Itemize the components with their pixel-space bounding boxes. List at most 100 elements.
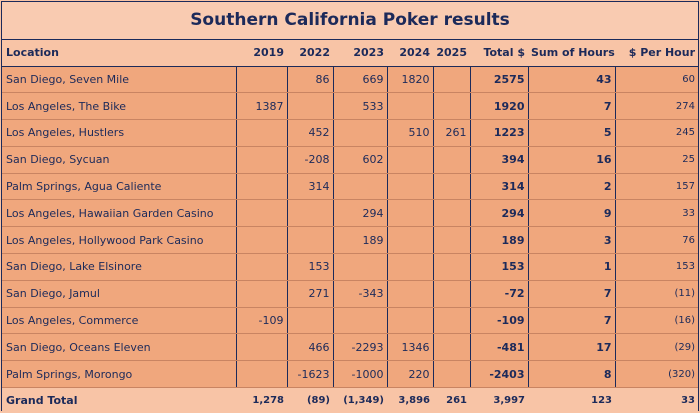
cell-2023[interactable]: -343 [333, 280, 388, 308]
cell-2022[interactable] [287, 226, 334, 255]
cell-location[interactable]: San Diego, Jamul [2, 280, 237, 308]
grand-total-2024[interactable]: 3,896 [387, 387, 433, 413]
cell-2025[interactable] [433, 307, 471, 335]
cell-2019[interactable]: 1387 [236, 92, 288, 121]
cell-location[interactable]: Los Angeles, The Bike [2, 92, 237, 121]
cell-per-hour[interactable]: (16) [615, 307, 698, 335]
cell-total[interactable]: 153 [470, 253, 529, 281]
cell-2025[interactable] [433, 280, 471, 308]
grand-total-2025[interactable]: 261 [433, 387, 470, 413]
cell-2022[interactable]: 153 [287, 253, 334, 281]
cell-2023[interactable]: -1000 [333, 360, 388, 389]
cell-total[interactable]: 314 [470, 173, 529, 201]
cell-2019[interactable] [236, 199, 288, 228]
cell-2024[interactable]: 1820 [387, 66, 434, 94]
cell-hours[interactable]: 8 [528, 360, 616, 389]
cell-2022[interactable] [287, 92, 334, 121]
cell-location[interactable]: Los Angeles, Hollywood Park Casino [2, 226, 237, 255]
cell-2024[interactable] [387, 307, 434, 335]
cell-2019[interactable] [236, 226, 288, 255]
cell-2022[interactable]: 271 [287, 280, 334, 308]
cell-location[interactable]: San Diego, Oceans Eleven [2, 333, 237, 362]
cell-total[interactable]: -109 [470, 307, 529, 335]
cell-2019[interactable] [236, 360, 288, 389]
cell-2022[interactable]: 466 [287, 333, 334, 362]
cell-total[interactable]: 394 [470, 146, 529, 174]
cell-2024[interactable]: 510 [387, 119, 434, 147]
cell-hours[interactable]: 43 [528, 66, 616, 94]
cell-hours[interactable]: 5 [528, 119, 616, 147]
cell-2019[interactable] [236, 173, 288, 201]
cell-2025[interactable] [433, 92, 471, 121]
cell-total[interactable]: 2575 [470, 66, 529, 94]
cell-2025[interactable] [433, 253, 471, 281]
header-2023[interactable]: 2023 [333, 40, 387, 67]
grand-total-hours[interactable]: 123 [528, 387, 615, 413]
cell-per-hour[interactable]: (11) [615, 280, 698, 308]
cell-2023[interactable]: 533 [333, 92, 388, 121]
grand-total-total[interactable]: 3,997 [470, 387, 528, 413]
grand-total-2023[interactable]: (1,349) [333, 387, 387, 413]
cell-2024[interactable] [387, 253, 434, 281]
cell-2023[interactable] [333, 119, 388, 147]
header-2022[interactable]: 2022 [287, 40, 333, 67]
cell-location[interactable]: Los Angeles, Commerce [2, 307, 237, 335]
cell-2024[interactable] [387, 226, 434, 255]
header-sum-of-hours[interactable]: Sum of Hours [528, 40, 615, 67]
cell-hours[interactable]: 9 [528, 199, 616, 228]
cell-per-hour[interactable]: 76 [615, 226, 698, 255]
cell-total[interactable]: 294 [470, 199, 529, 228]
cell-2025[interactable]: 261 [433, 119, 471, 147]
cell-per-hour[interactable]: 274 [615, 92, 698, 121]
cell-2019[interactable] [236, 119, 288, 147]
cell-2025[interactable] [433, 146, 471, 174]
header-2019[interactable]: 2019 [236, 40, 287, 67]
grand-total-per-hour[interactable]: 33 [615, 387, 698, 413]
cell-hours[interactable]: 1 [528, 253, 616, 281]
cell-2024[interactable] [387, 280, 434, 308]
cell-per-hour[interactable]: 33 [615, 199, 698, 228]
cell-hours[interactable]: 17 [528, 333, 616, 362]
cell-2022[interactable]: -208 [287, 146, 334, 174]
cell-total[interactable]: -72 [470, 280, 529, 308]
cell-2023[interactable]: 189 [333, 226, 388, 255]
cell-2022[interactable] [287, 199, 334, 228]
grand-total-2022[interactable]: (89) [287, 387, 333, 413]
cell-2023[interactable] [333, 307, 388, 335]
cell-hours[interactable]: 7 [528, 280, 616, 308]
cell-2019[interactable]: -109 [236, 307, 288, 335]
cell-total[interactable]: 1223 [470, 119, 529, 147]
cell-per-hour[interactable]: 157 [615, 173, 698, 201]
cell-2024[interactable]: 220 [387, 360, 434, 389]
cell-2023[interactable]: 602 [333, 146, 388, 174]
cell-hours[interactable]: 2 [528, 173, 616, 201]
cell-location[interactable]: Los Angeles, Hustlers [2, 119, 237, 147]
cell-total[interactable]: -481 [470, 333, 529, 362]
cell-total[interactable]: 189 [470, 226, 529, 255]
cell-2025[interactable] [433, 333, 471, 362]
cell-2024[interactable] [387, 92, 434, 121]
cell-2025[interactable] [433, 66, 471, 94]
cell-total[interactable]: -2403 [470, 360, 529, 389]
cell-2023[interactable]: 669 [333, 66, 388, 94]
header-per-hour[interactable]: $ Per Hour [615, 40, 698, 67]
cell-location[interactable]: Palm Springs, Morongo [2, 360, 237, 389]
cell-2023[interactable] [333, 173, 388, 201]
cell-location[interactable]: San Diego, Lake Elsinore [2, 253, 237, 281]
cell-hours[interactable]: 7 [528, 307, 616, 335]
header-2025[interactable]: 2025 [433, 40, 470, 67]
cell-per-hour[interactable]: (29) [615, 333, 698, 362]
cell-2022[interactable]: 452 [287, 119, 334, 147]
cell-location[interactable]: San Diego, Sycuan [2, 146, 237, 174]
cell-2022[interactable]: -1623 [287, 360, 334, 389]
cell-hours[interactable]: 16 [528, 146, 616, 174]
cell-2019[interactable] [236, 253, 288, 281]
grand-total-2019[interactable]: 1,278 [236, 387, 287, 413]
cell-total[interactable]: 1920 [470, 92, 529, 121]
cell-per-hour[interactable]: 25 [615, 146, 698, 174]
cell-2024[interactable]: 1346 [387, 333, 434, 362]
cell-2025[interactable] [433, 199, 471, 228]
cell-per-hour[interactable]: 245 [615, 119, 698, 147]
cell-per-hour[interactable]: 153 [615, 253, 698, 281]
cell-2023[interactable]: 294 [333, 199, 388, 228]
